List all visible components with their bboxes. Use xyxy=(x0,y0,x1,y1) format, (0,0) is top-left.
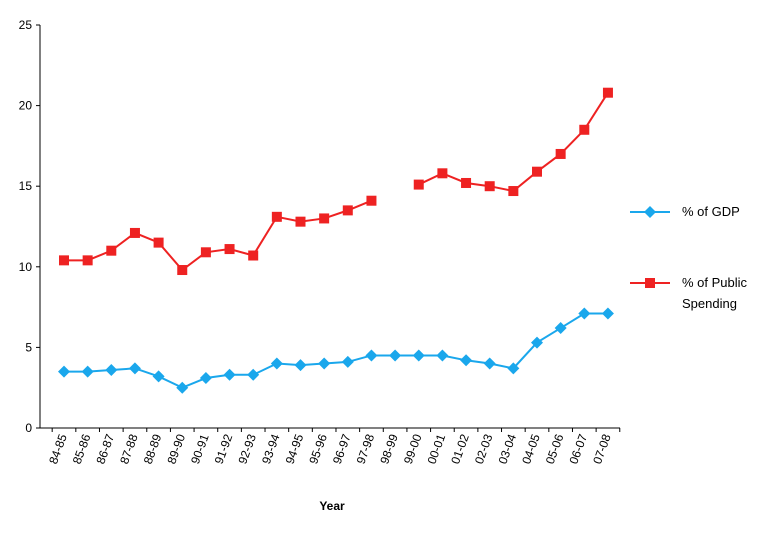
x-tick-label: 00-01 xyxy=(425,432,449,466)
x-tick-label: 86-87 xyxy=(93,432,117,466)
data-point xyxy=(224,244,235,255)
data-point xyxy=(152,370,165,383)
x-tick-label: 98-99 xyxy=(377,432,401,466)
data-point xyxy=(601,307,614,320)
data-point xyxy=(389,349,402,362)
series-line xyxy=(64,312,608,389)
x-tick-label: 93-94 xyxy=(259,432,283,466)
data-point xyxy=(554,322,567,335)
data-point xyxy=(412,349,425,362)
data-point xyxy=(295,216,306,227)
data-point xyxy=(270,357,283,370)
data-point xyxy=(461,177,472,188)
x-tick-label: 96-97 xyxy=(330,432,354,466)
x-tick-label: 06-07 xyxy=(566,432,590,466)
data-point xyxy=(177,265,188,276)
data-point xyxy=(436,349,449,362)
x-axis-title: Year xyxy=(319,499,345,513)
data-point xyxy=(365,349,378,362)
series-layer xyxy=(58,87,614,394)
x-tick-label: 02-03 xyxy=(472,432,496,466)
x-tick-label: 84-85 xyxy=(46,432,70,466)
axes: 0 5 10 15 20 25 84-85 85-86 86-87 87-88 88-89 89-90… xyxy=(19,18,621,466)
data-point xyxy=(223,368,236,381)
data-point xyxy=(129,227,140,238)
x-tick-label: 99-00 xyxy=(401,432,425,466)
data-point xyxy=(105,363,118,376)
series-line xyxy=(64,199,372,272)
x-tick-label: 94-95 xyxy=(283,432,307,466)
x-tick-label: 03-04 xyxy=(496,432,520,466)
legend: % of GDP % of Public Spending xyxy=(630,204,748,311)
x-tick-label: 01-02 xyxy=(448,432,472,466)
legend-label: % of Public Spending xyxy=(682,275,748,311)
data-point xyxy=(507,362,520,375)
data-point xyxy=(366,195,377,206)
data-point xyxy=(200,247,211,258)
data-point xyxy=(248,250,259,261)
data-point xyxy=(294,359,307,372)
data-point xyxy=(82,255,93,266)
x-tick-label: 95-96 xyxy=(306,432,330,466)
data-point xyxy=(59,255,69,266)
legend-marker xyxy=(644,206,656,218)
data-point xyxy=(555,148,566,159)
y-tick-label: 15 xyxy=(19,179,33,193)
x-tick-label: 91-92 xyxy=(212,432,236,466)
data-point xyxy=(199,372,212,385)
data-point xyxy=(532,166,542,177)
data-point xyxy=(176,381,189,394)
data-point xyxy=(106,245,117,256)
y-tick-label: 20 xyxy=(19,99,33,113)
x-tick-label: 92-93 xyxy=(235,432,259,466)
series-gdp xyxy=(58,307,614,394)
data-point xyxy=(578,307,591,320)
data-point xyxy=(531,336,543,349)
data-point xyxy=(271,211,282,222)
data-point xyxy=(318,357,331,370)
data-point xyxy=(153,237,164,248)
data-point xyxy=(484,181,495,192)
y-tick-label: 10 xyxy=(19,260,33,274)
data-point xyxy=(508,186,519,197)
x-tick-label: 90-91 xyxy=(188,432,212,466)
x-tick-label: 85-86 xyxy=(70,432,94,466)
data-point xyxy=(579,124,590,135)
x-tick-label: 89-90 xyxy=(164,432,188,466)
x-tick-label: 05-06 xyxy=(543,432,567,466)
legend-item-gdp: % of GDP xyxy=(630,204,740,219)
data-point xyxy=(460,354,473,367)
data-point xyxy=(342,205,353,216)
data-point xyxy=(437,168,448,179)
x-tick-label: 07-08 xyxy=(590,432,614,466)
data-point xyxy=(413,179,424,190)
y-tick-label: 25 xyxy=(19,18,33,32)
data-point xyxy=(81,365,94,378)
data-point xyxy=(341,355,354,368)
x-tick-label: 97-98 xyxy=(354,432,378,466)
data-point xyxy=(483,357,496,370)
data-point xyxy=(602,87,613,98)
data-point xyxy=(247,368,260,381)
legend-marker xyxy=(645,278,655,288)
series-public-spending xyxy=(59,87,613,276)
legend-item-public-spending: % of Public Spending xyxy=(630,275,748,311)
legend-label: % of GDP xyxy=(682,204,740,219)
data-point xyxy=(128,362,141,375)
y-tick-label: 0 xyxy=(25,421,32,435)
y-tick-label: 5 xyxy=(25,340,32,354)
x-tick-label: 04-05 xyxy=(519,432,543,466)
x-tick-label: 88-89 xyxy=(141,432,165,466)
x-tick-label: 87-88 xyxy=(117,432,141,466)
data-point xyxy=(58,365,70,378)
data-point xyxy=(319,213,330,224)
